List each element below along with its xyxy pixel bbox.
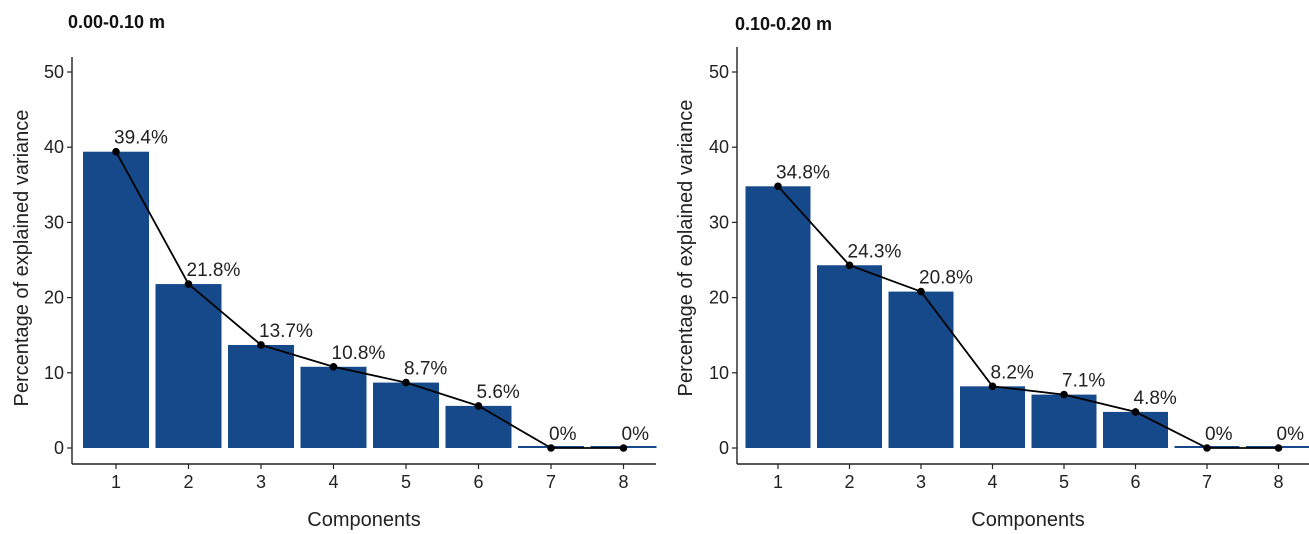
bar-3 bbox=[888, 291, 954, 448]
x-tick-label: 4 bbox=[328, 472, 338, 492]
data-point-2 bbox=[184, 280, 193, 288]
bar-2 bbox=[155, 284, 222, 448]
chart-panel-1: 0.00-0.10 m 0 10 20 30 40 50 1 2 3 4 5 6 7 8 39.4% 21.8%… bbox=[11, 12, 657, 531]
y-tick-label: 50 bbox=[709, 62, 729, 82]
y-tick-label: 20 bbox=[709, 288, 729, 308]
data-point-8 bbox=[619, 444, 628, 452]
y-tick-label: 0 bbox=[54, 438, 64, 458]
x-tick-label: 2 bbox=[183, 472, 193, 492]
x-tick-label: 1 bbox=[773, 472, 783, 492]
x-tick-label: 8 bbox=[1273, 472, 1283, 492]
data-point-6 bbox=[1131, 408, 1140, 416]
data-label-1: 39.4% bbox=[114, 128, 168, 149]
chart-panel-2: 0.10-0.20 m 0 10 20 30 40 50 1 2 3 4 5 6 7 8 34.8% 24.3%… bbox=[675, 14, 1309, 531]
x-tick-label: 3 bbox=[256, 472, 266, 492]
x-tick-label: 8 bbox=[618, 472, 628, 492]
x-tick-label: 1 bbox=[111, 472, 121, 492]
y-tick-label: 40 bbox=[44, 137, 64, 157]
x-tick-label: 6 bbox=[1130, 472, 1140, 492]
data-label-4: 8.2% bbox=[991, 362, 1034, 383]
data-label-8: 0% bbox=[622, 424, 650, 445]
data-point-6 bbox=[474, 402, 483, 410]
y-tick-label: 30 bbox=[44, 212, 64, 232]
bar-4 bbox=[300, 366, 367, 448]
panel-title: 0.10-0.20 m bbox=[735, 14, 832, 34]
data-point-3 bbox=[257, 341, 265, 349]
y-axis-title: Percentage of explained variance bbox=[11, 110, 33, 407]
y-tick-label: 10 bbox=[709, 363, 729, 383]
data-label-6: 5.6% bbox=[477, 382, 520, 403]
x-tick-label: 7 bbox=[1202, 472, 1212, 492]
data-point-1 bbox=[112, 147, 120, 156]
data-label-5: 8.7% bbox=[404, 359, 447, 380]
x-axis-title: Components bbox=[971, 509, 1084, 531]
data-point-8 bbox=[1274, 444, 1283, 452]
data-point-1 bbox=[774, 182, 782, 191]
data-label-3: 13.7% bbox=[259, 321, 313, 342]
data-point-4 bbox=[988, 382, 997, 391]
bar-3 bbox=[228, 344, 294, 448]
trend-line bbox=[777, 185, 1279, 449]
data-label-3: 20.8% bbox=[919, 268, 973, 289]
data-point-2 bbox=[845, 261, 854, 270]
trend-line bbox=[115, 151, 624, 449]
x-tick-label: 2 bbox=[844, 472, 854, 492]
y-tick-label: 0 bbox=[719, 438, 729, 458]
x-tick-label: 7 bbox=[546, 472, 556, 492]
data-label-1: 34.8% bbox=[776, 162, 830, 183]
bar-5 bbox=[373, 382, 439, 448]
data-label-7: 0% bbox=[1205, 424, 1233, 445]
data-label-5: 7.1% bbox=[1062, 371, 1105, 392]
data-point-5 bbox=[402, 378, 410, 387]
x-tick-label: 5 bbox=[401, 472, 411, 492]
y-tick-label: 10 bbox=[44, 363, 64, 383]
y-tick-label: 40 bbox=[709, 137, 729, 157]
data-point-7 bbox=[1203, 444, 1211, 452]
data-label-8: 0% bbox=[1277, 424, 1305, 445]
data-point-5 bbox=[1060, 390, 1068, 399]
x-axis-title: Components bbox=[307, 509, 420, 531]
bar-5 bbox=[1031, 394, 1097, 448]
data-point-3 bbox=[917, 287, 925, 296]
data-label-4: 10.8% bbox=[332, 343, 386, 364]
x-tick-label: 5 bbox=[1059, 472, 1069, 492]
bar-6 bbox=[1103, 411, 1168, 448]
x-tick-label: 3 bbox=[916, 472, 926, 492]
data-label-2: 24.3% bbox=[848, 241, 902, 262]
data-label-2: 21.8% bbox=[187, 260, 241, 281]
y-axis-title: Percentage of explained variance bbox=[675, 100, 697, 397]
data-label-6: 4.8% bbox=[1134, 388, 1177, 409]
y-tick-label: 30 bbox=[709, 212, 729, 232]
x-tick-label: 6 bbox=[473, 472, 483, 492]
data-point-7 bbox=[547, 444, 555, 452]
y-tick-label: 50 bbox=[44, 62, 64, 82]
panel-title: 0.00-0.10 m bbox=[68, 12, 165, 32]
y-tick-label: 20 bbox=[44, 288, 64, 308]
bar-6 bbox=[445, 405, 512, 448]
bar-2 bbox=[817, 265, 882, 448]
bar-1 bbox=[745, 186, 811, 448]
x-tick-label: 4 bbox=[987, 472, 997, 492]
data-label-7: 0% bbox=[549, 424, 577, 445]
bar-1 bbox=[83, 151, 149, 448]
data-point-4 bbox=[329, 362, 338, 371]
bar-4 bbox=[960, 386, 1025, 448]
